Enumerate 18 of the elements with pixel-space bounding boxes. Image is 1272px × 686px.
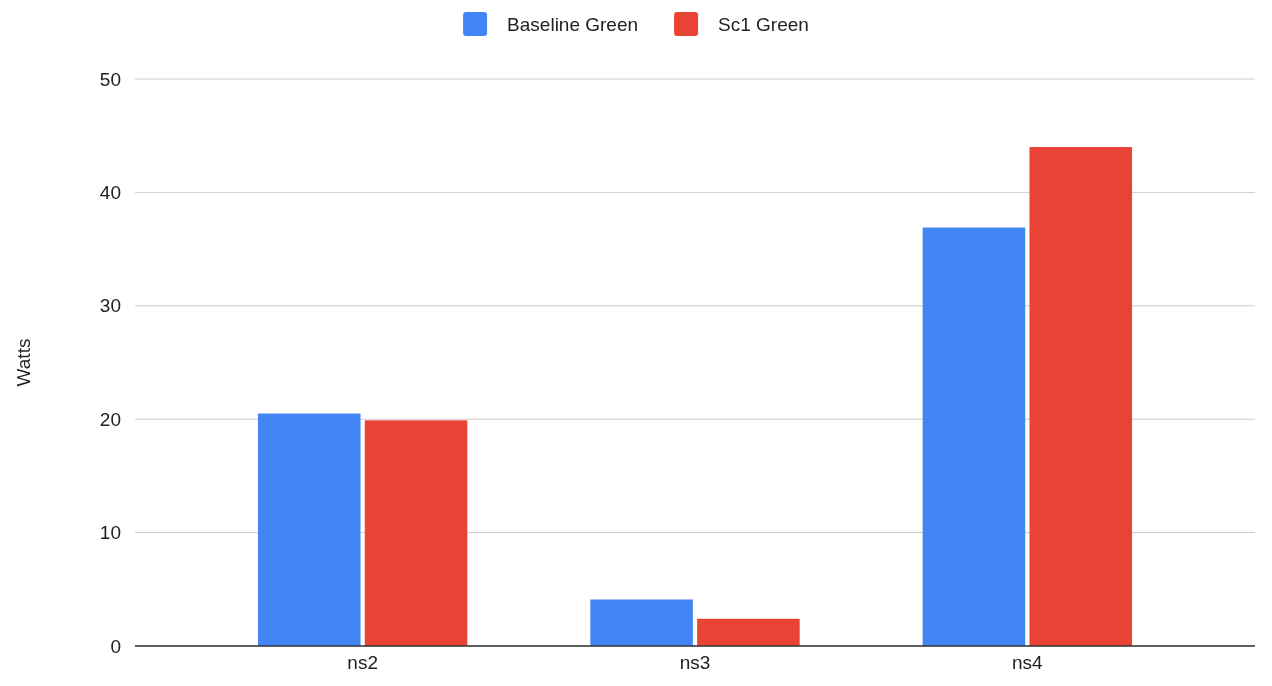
bar [364, 420, 468, 646]
x-tick-label: ns2 [347, 652, 378, 674]
legend-label: Baseline Green [507, 14, 639, 35]
y-tick-label: 0 [110, 635, 121, 657]
y-axis-title: Watts [13, 338, 34, 387]
y-tick-label: 20 [99, 408, 121, 430]
x-tick-label: ns3 [679, 652, 711, 674]
y-tick-label: 50 [99, 68, 121, 90]
y-tick-label: 10 [99, 522, 121, 544]
bar [922, 227, 1026, 646]
bar [1029, 147, 1133, 646]
bar [697, 618, 800, 646]
y-tick-label: 40 [99, 181, 121, 203]
bar [257, 413, 361, 646]
bar [590, 599, 693, 646]
legend-label: Sc1 Green [718, 14, 809, 35]
y-tick-label: 30 [99, 295, 121, 317]
x-tick-label: ns4 [1012, 652, 1044, 674]
